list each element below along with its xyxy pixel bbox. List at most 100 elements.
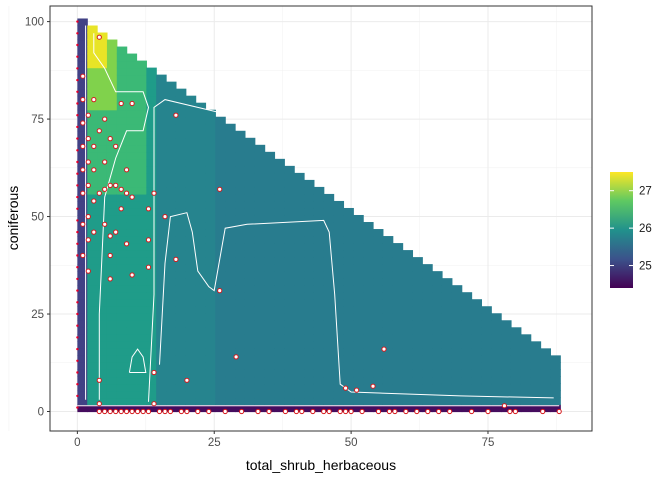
heatmap-cell (146, 116, 157, 125)
heatmap-cell (116, 109, 128, 118)
contour-line (93, 33, 150, 400)
heatmap-cell (323, 243, 335, 251)
heatmap-cell (274, 285, 285, 293)
heatmap-cell (382, 404, 394, 413)
heatmap-cell (156, 397, 167, 406)
heatmap-cell (77, 179, 88, 188)
data-point (135, 408, 141, 415)
heatmap-cell (432, 348, 443, 356)
heatmap-cell (373, 257, 384, 265)
heatmap-cell (87, 327, 98, 335)
heatmap-cell (402, 334, 414, 342)
heatmap-cell (205, 299, 216, 307)
heatmap-cell (195, 348, 207, 356)
heatmap-cell (432, 285, 443, 293)
heatmap-cell (166, 306, 177, 314)
data-point (206, 408, 212, 415)
heatmap-cell (304, 285, 315, 293)
heatmap-cell (87, 320, 98, 328)
heatmap-cell (373, 236, 384, 244)
heatmap-cell (126, 341, 138, 349)
heatmap-cell (244, 341, 256, 349)
heatmap-cell (185, 179, 197, 188)
heatmap-cell (166, 313, 177, 321)
heatmap-cell (175, 292, 187, 300)
heatmap-cell (106, 186, 118, 195)
heatmap-cell (205, 306, 216, 314)
heatmap-cell (175, 250, 187, 258)
data-point (145, 237, 152, 243)
heatmap-cell (451, 306, 463, 314)
heatmap-cell (412, 313, 423, 321)
heatmap-cell (432, 334, 443, 342)
heatmap-cell (77, 341, 88, 349)
heatmap-cell (333, 348, 345, 356)
heatmap-cell (126, 214, 138, 223)
heatmap-cell (530, 390, 542, 399)
heatmap-cell (323, 390, 335, 399)
heatmap-cell (136, 278, 147, 286)
heatmap-cell (461, 376, 473, 385)
heatmap-cell (333, 306, 345, 314)
heatmap-cell (116, 306, 128, 314)
heatmap-cell (412, 397, 423, 406)
heatmap-cell (87, 39, 98, 48)
x-tick-label: 50 (345, 437, 358, 449)
heatmap-cell (225, 397, 236, 406)
heatmap-cell (87, 285, 98, 293)
heatmap-cell (126, 102, 138, 111)
heatmap-cell (106, 348, 118, 356)
heatmap-cell (77, 278, 88, 286)
heatmap-cell (264, 243, 276, 251)
heatmap-cell (195, 362, 207, 370)
heatmap-cell (402, 299, 414, 307)
heatmap-cell (441, 334, 453, 342)
heatmap-cell (382, 376, 394, 385)
heatmap-cell (373, 341, 384, 349)
heatmap-cell (87, 299, 98, 307)
data-point (107, 136, 113, 142)
data-point (129, 408, 135, 415)
heatmap-cell (540, 376, 551, 385)
heatmap-cell (501, 320, 512, 328)
heatmap-cell (146, 383, 157, 392)
heatmap-cell (304, 390, 315, 399)
heatmap-cell (451, 369, 463, 378)
heatmap-cell (77, 158, 88, 167)
heatmap-cell (481, 348, 492, 356)
heatmap-cell (87, 102, 98, 111)
heatmap-cell (97, 299, 108, 307)
heatmap-cell (116, 151, 128, 160)
heatmap-cell (294, 390, 305, 399)
heatmap-cell (471, 355, 483, 363)
data-point (162, 214, 168, 220)
heatmap-cell (540, 348, 551, 356)
data-point (76, 394, 79, 398)
heatmap-cell (136, 60, 147, 69)
heatmap-cell (313, 271, 325, 279)
heatmap-cell (363, 236, 374, 244)
heatmap-cell (87, 306, 98, 314)
heatmap-cell (471, 376, 483, 385)
data-point (129, 100, 135, 107)
heatmap-cell (294, 327, 305, 335)
heatmap-cell (205, 123, 216, 132)
heatmap-cell (501, 355, 512, 363)
data-point (151, 190, 157, 196)
heatmap-cell (126, 236, 138, 244)
data-point (370, 383, 376, 389)
heatmap-cell (175, 172, 187, 181)
heatmap-cell (156, 158, 167, 167)
heatmap-cell (254, 229, 266, 237)
heatmap-cell (225, 369, 236, 378)
heatmap-cell (146, 123, 157, 132)
heatmap-cell (87, 25, 98, 34)
heatmap-cell (441, 292, 453, 300)
heatmap-cell (156, 81, 167, 90)
heatmap-cell (166, 95, 177, 104)
heatmap-cell (77, 102, 88, 111)
heatmap-cell (175, 397, 187, 406)
heatmap-cell (264, 404, 276, 413)
heatmap-cell (284, 348, 295, 356)
heatmap-cell (284, 257, 295, 265)
